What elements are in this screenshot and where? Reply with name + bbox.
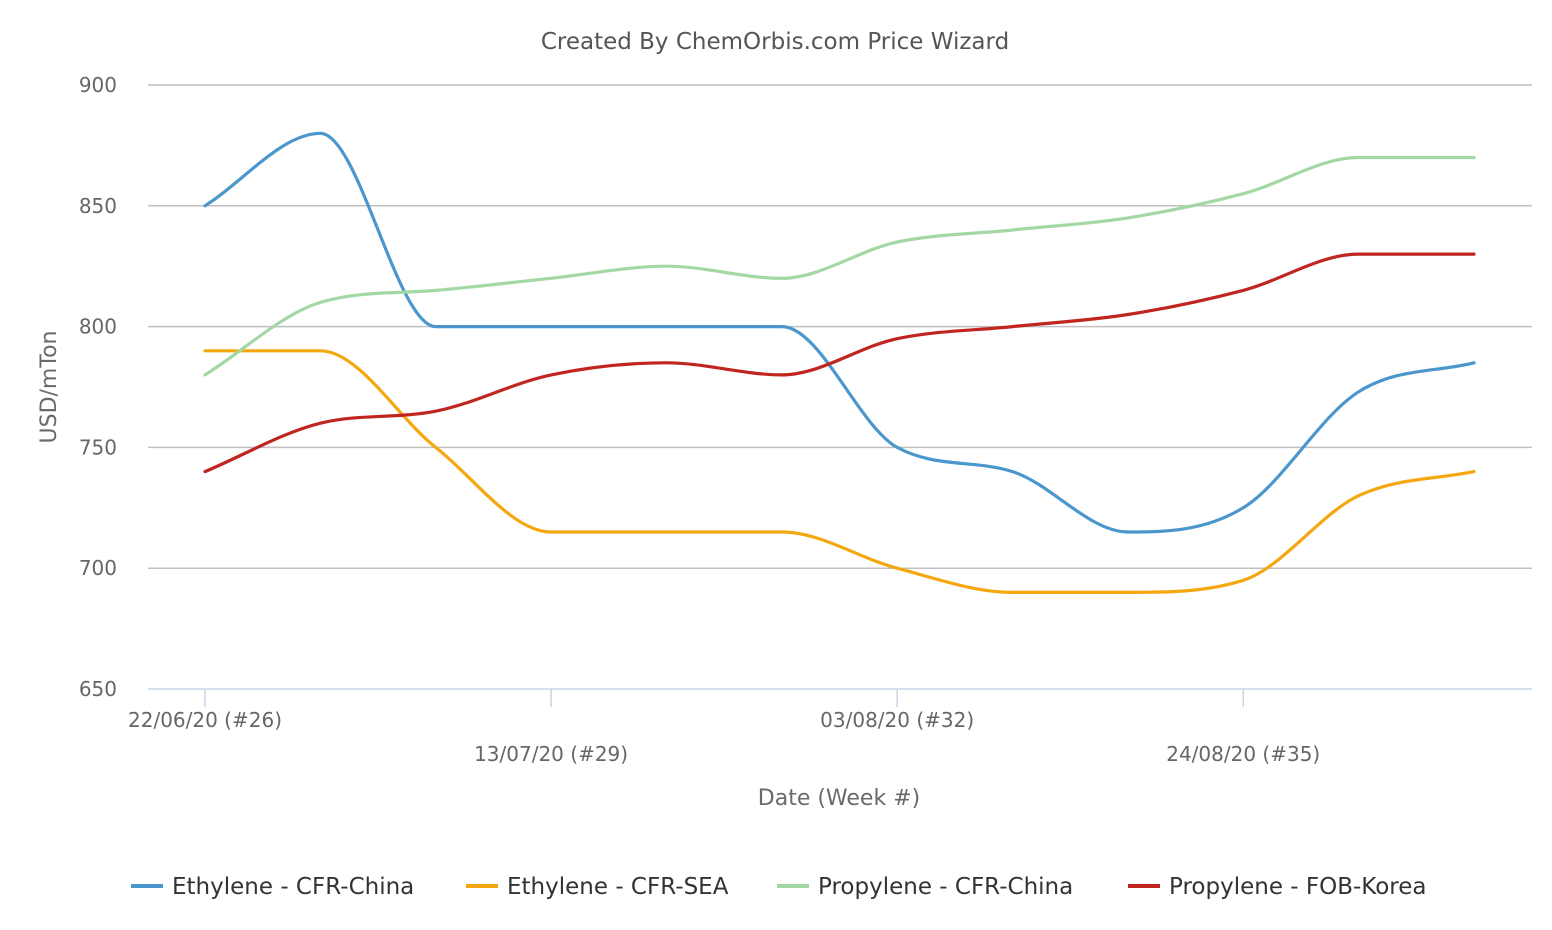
y-tick-label: 700 [79,556,117,580]
x-tick-label: 22/06/20 (#26) [128,708,282,732]
x-axis-title: Date (Week #) [758,786,920,811]
legend-label[interactable]: Ethylene - CFR-SEA [507,874,729,900]
series-line-propylene-fob-korea [203,252,1476,474]
y-tick-label: 800 [79,315,117,339]
y-tick-label: 750 [79,435,117,459]
series-lines [203,131,1476,595]
x-axis-ticks: 22/06/20 (#26) 13/07/20 (#29) 03/08/20 (#3… [128,689,1320,766]
legend-label[interactable]: Propylene - FOB-Korea [1169,874,1427,900]
legend: Ethylene - CFR-China Ethylene - CFR-SEA Pr… [131,874,1427,900]
x-tick-label: 13/07/20 (#29) [474,742,628,766]
legend-label[interactable]: Ethylene - CFR-China [172,874,414,900]
y-axis-title: USD/mTon [37,331,62,444]
y-tick-label: 650 [79,677,117,701]
series-line-propylene-cfr-china [203,155,1476,377]
chart-title: Created By ChemOrbis.com Price Wizard [541,29,1009,55]
grid [148,84,1532,690]
y-tick-label: 900 [79,73,117,97]
y-tick-label: 850 [79,194,117,218]
series-line-ethylene-cfr-china [203,131,1476,534]
x-tick-label: 03/08/20 (#32) [820,708,974,732]
y-axis-ticks: 900 850 800 750 700 650 [79,73,117,701]
series-line-ethylene-cfr-sea [203,349,1476,595]
legend-label[interactable]: Propylene - CFR-China [818,874,1073,900]
x-tick-label: 24/08/20 (#35) [1166,742,1320,766]
